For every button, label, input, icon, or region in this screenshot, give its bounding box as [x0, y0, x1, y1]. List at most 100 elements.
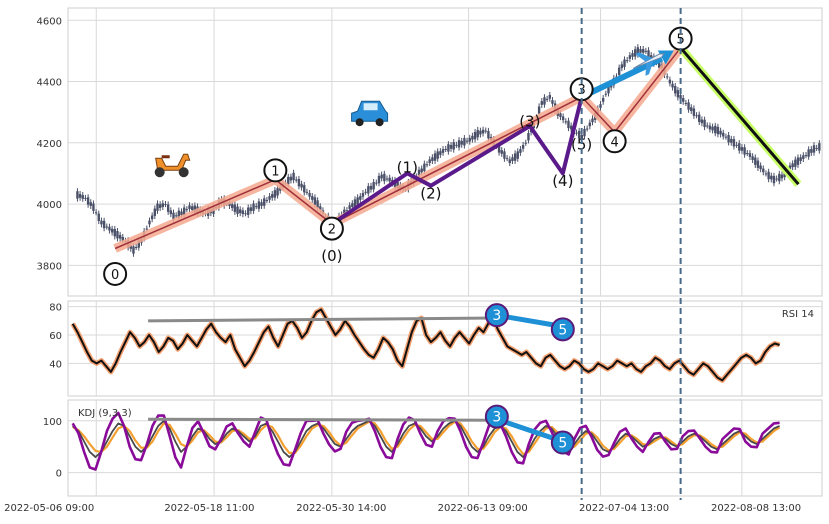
candle-body [385, 178, 389, 180]
candle-body [684, 102, 688, 104]
kdj-badge-label: 3 [492, 410, 501, 426]
candle-body [521, 145, 525, 149]
candle-body [639, 49, 642, 53]
car-window [363, 103, 378, 111]
candle-body [134, 246, 138, 248]
candle-body [647, 50, 650, 58]
candle-body [671, 83, 674, 88]
candle-body [772, 175, 776, 184]
candle-body [351, 203, 354, 207]
candle-body [551, 100, 554, 104]
car-wheel-rear [355, 118, 364, 127]
candle-body [316, 200, 319, 208]
candle-body [476, 129, 479, 138]
candle-body [679, 95, 682, 99]
candle-body [650, 55, 653, 59]
wave-label: (0) [321, 247, 342, 265]
kdj-badge-circle [484, 404, 509, 429]
candle-body [287, 176, 290, 185]
x-tick-label: 2022-08-08 13:00 [711, 503, 801, 514]
scooter-seat [161, 155, 170, 159]
candle-body [439, 151, 442, 155]
candle-body [722, 132, 725, 137]
candle-body [348, 205, 351, 209]
candle-body [615, 76, 618, 78]
candle-body [674, 86, 677, 94]
candle-body [356, 197, 359, 205]
candle-body [567, 120, 570, 129]
candle-body [148, 220, 151, 225]
candle-body [271, 194, 274, 198]
candle-body [433, 153, 437, 161]
candle-body [735, 144, 738, 146]
candle-body [180, 211, 183, 216]
candle-body [708, 125, 712, 130]
candle-body [383, 173, 386, 182]
candle-body [692, 108, 696, 116]
candle-body [588, 122, 592, 127]
candle-body [156, 203, 159, 211]
candle-body [775, 178, 778, 180]
candle-body [273, 190, 277, 198]
wave-label: (5) [571, 135, 592, 153]
candle-body [743, 147, 746, 155]
candle-body [308, 193, 311, 197]
price-panel: 3800 4000 4200 4400 4600 0 1 2 (0) (1)(2) (3) (4) (5… [37, 7, 823, 297]
candle-body [812, 145, 816, 153]
candle-body [81, 195, 84, 199]
candle-body [185, 209, 189, 211]
candle-body [714, 125, 717, 134]
x-tick-label: 2022-05-06 09:00 [4, 503, 94, 514]
candle-body [561, 116, 565, 121]
wave-sub-line [330, 96, 584, 226]
candle-body [583, 128, 586, 137]
candle-body [804, 155, 808, 157]
candle-body [668, 79, 672, 84]
candle-body [84, 197, 87, 199]
kdj-y-tick-label: 0 [56, 469, 62, 480]
scooter-icon [154, 153, 191, 178]
candle-body [313, 197, 317, 205]
kdj-badge-circle [550, 430, 575, 455]
candle-body [388, 177, 391, 182]
candle-body [818, 143, 821, 151]
wave-label-circle [319, 216, 344, 241]
candle-body [676, 90, 680, 98]
candle-body [479, 130, 482, 135]
candle-body [569, 125, 573, 130]
candle-body [289, 176, 293, 181]
kdj-badge-label: 5 [558, 436, 567, 452]
candle-body [644, 50, 648, 52]
candle-body [444, 148, 447, 150]
rsi-divergence-line [148, 316, 497, 323]
candle-body [575, 132, 578, 134]
candle-body [252, 203, 255, 211]
candle-body [457, 140, 461, 148]
candle-body [255, 206, 258, 208]
candle-body [807, 149, 810, 157]
plane-wing-top [635, 52, 653, 62]
candle-body [754, 157, 757, 165]
rsi-badge-circle [484, 303, 509, 328]
candle-body [145, 228, 149, 230]
candle-body [431, 157, 434, 161]
candle-body [698, 114, 701, 122]
candle-body [295, 179, 298, 181]
candle-body [132, 246, 135, 254]
scooter-body [155, 153, 191, 171]
car-wheel-front [375, 118, 384, 127]
candle-body [759, 165, 762, 170]
candle-body [636, 47, 640, 55]
candle-body [695, 115, 698, 117]
candle-body [585, 128, 589, 130]
candle-body [455, 144, 458, 146]
candle-body [471, 135, 474, 140]
candle-body [420, 168, 423, 173]
candle-body [516, 151, 519, 159]
candle-body [788, 165, 792, 170]
wave-label: 1 [271, 164, 279, 179]
candle-body [682, 98, 685, 102]
candle-body [545, 98, 549, 100]
candle-body [796, 157, 800, 165]
